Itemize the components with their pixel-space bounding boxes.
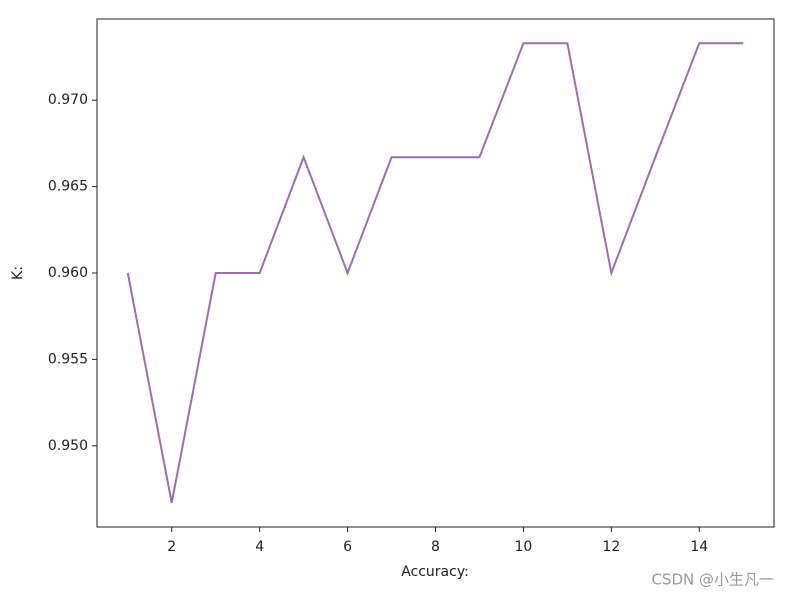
x-tick-label: 4: [255, 539, 264, 555]
y-tick-label: 0.965: [48, 179, 88, 195]
x-tick-label: 6: [343, 539, 352, 555]
x-tick-label: 14: [690, 539, 708, 555]
x-tick-label: 8: [431, 539, 440, 555]
y-tick-label: 0.960: [48, 265, 88, 281]
x-axis-label: Accuracy:: [401, 564, 469, 580]
x-tick-label: 10: [515, 539, 533, 555]
y-axis-label: K:: [10, 266, 26, 280]
plot-frame: [96, 18, 775, 528]
y-tick-label: 0.970: [48, 92, 88, 108]
x-tick-label: 12: [602, 539, 620, 555]
y-tick-label: 0.955: [48, 351, 88, 367]
watermark: CSDN @小生凡一: [651, 571, 774, 589]
x-tick-label: 2: [167, 539, 176, 555]
data-line: [126, 42, 744, 503]
y-tick-label: 0.950: [48, 438, 88, 454]
